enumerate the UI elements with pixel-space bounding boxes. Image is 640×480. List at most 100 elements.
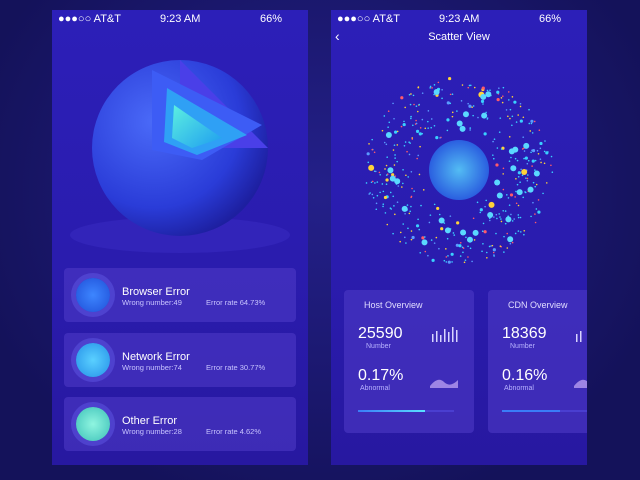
- scatter-dot: [492, 157, 495, 160]
- location-pin[interactable]: [516, 189, 523, 196]
- scatter-dot: [502, 209, 505, 212]
- scatter-dot: [407, 227, 409, 230]
- scatter-dot: [402, 122, 406, 127]
- scatter-dot: [385, 143, 388, 146]
- location-pin[interactable]: [521, 168, 528, 175]
- scatter-dot: [449, 102, 452, 105]
- scatter-dot: [431, 258, 435, 262]
- scatter-dot: [482, 103, 484, 105]
- scatter-dot: [464, 259, 467, 261]
- scatter-dot: [519, 119, 523, 123]
- abnormal-label: Abnormal: [504, 385, 534, 392]
- scatter-dot: [437, 81, 440, 84]
- location-pin[interactable]: [507, 236, 514, 243]
- scatter-dot: [485, 251, 488, 254]
- location-pin[interactable]: [494, 179, 501, 186]
- location-pin[interactable]: [438, 217, 445, 224]
- scatter-dot: [415, 224, 420, 228]
- back-button[interactable]: ‹: [335, 28, 340, 44]
- number: 18369: [502, 325, 547, 342]
- scatter-dot: [430, 126, 432, 129]
- scatter-dot: [502, 188, 505, 191]
- location-pin[interactable]: [389, 175, 396, 182]
- scatter-dot: [504, 210, 507, 212]
- scatter-dot: [514, 157, 517, 160]
- scatter-dot: [519, 231, 522, 233]
- scatter-dot: [433, 203, 436, 206]
- scatter-dot: [492, 140, 494, 143]
- scatter-dot: [537, 210, 541, 214]
- scatter-dot: [471, 106, 473, 108]
- location-pin[interactable]: [472, 229, 479, 236]
- overview-panel[interactable]: Host Overview 25590 Number 0.17% Abnorma…: [344, 290, 474, 433]
- scatter-dot: [429, 85, 432, 88]
- scatter-dot: [447, 260, 451, 264]
- scatter-dot: [433, 93, 435, 96]
- scatter-dot: [481, 230, 484, 233]
- location-pin[interactable]: [444, 227, 451, 234]
- scatter-dot: [465, 236, 467, 239]
- scatter-dot: [526, 179, 529, 182]
- scatter-dot: [485, 111, 487, 114]
- scatter-dot: [486, 256, 488, 259]
- overview-panel[interactable]: CDN Overview 18369 Number 0.16% Abnormal: [488, 290, 587, 433]
- scatter-dot: [435, 136, 439, 140]
- scatter-dot: [419, 127, 422, 129]
- scatter-dot: [443, 222, 446, 224]
- scatter-dot: [521, 148, 524, 150]
- scatter-dot: [409, 103, 412, 106]
- location-pin[interactable]: [462, 111, 469, 118]
- location-pin[interactable]: [385, 132, 392, 139]
- location-pin[interactable]: [505, 216, 512, 223]
- location-pin[interactable]: [485, 91, 492, 98]
- scatter-dot: [539, 158, 542, 161]
- location-pin[interactable]: [433, 89, 440, 96]
- error-card[interactable]: Other Error Wrong number:28 Error rate 4…: [64, 397, 296, 451]
- location-pin[interactable]: [368, 164, 375, 171]
- location-pin[interactable]: [510, 165, 517, 172]
- scatter-dot: [456, 110, 458, 112]
- scatter-dot: [531, 148, 536, 153]
- signal-carrier: ●●●○○ AT&T: [337, 13, 400, 25]
- location-pin[interactable]: [496, 192, 503, 199]
- scatter-dot: [445, 261, 448, 263]
- location-pin[interactable]: [459, 125, 466, 132]
- scatter-dot: [429, 214, 432, 216]
- location-pin[interactable]: [387, 167, 394, 174]
- scatter-dot: [504, 222, 507, 225]
- location-pin[interactable]: [394, 178, 401, 185]
- location-pin[interactable]: [488, 201, 495, 208]
- scatter-dot: [376, 194, 379, 197]
- scatter-dot: [510, 213, 512, 216]
- location-pin[interactable]: [481, 112, 488, 119]
- location-pin[interactable]: [480, 93, 487, 100]
- scatter-dot: [532, 181, 535, 184]
- scatter-dot: [416, 157, 418, 160]
- scatter-dot: [393, 117, 395, 120]
- location-pin[interactable]: [508, 148, 515, 155]
- scatter-dot: [544, 140, 546, 142]
- location-pin[interactable]: [527, 186, 534, 193]
- location-pin[interactable]: [460, 229, 467, 236]
- location-pin[interactable]: [421, 239, 428, 246]
- icon: [76, 407, 110, 441]
- scatter-dot: [502, 95, 504, 97]
- scatter-dot: [535, 183, 538, 186]
- card-title: Browser Error: [122, 286, 190, 298]
- error-card[interactable]: Browser Error Wrong number:49 Error rate…: [64, 268, 296, 322]
- location-pin[interactable]: [523, 142, 530, 149]
- scatter-dot: [369, 192, 371, 194]
- location-pin[interactable]: [456, 120, 463, 127]
- scatter-dot: [443, 259, 446, 262]
- error-card[interactable]: Network Error Wrong number:74 Error rate…: [64, 333, 296, 387]
- scatter-dot: [488, 245, 491, 248]
- location-pin[interactable]: [533, 170, 540, 177]
- scatter-dot: [413, 103, 415, 106]
- scatter-dot: [499, 245, 502, 247]
- scatter-dot: [473, 86, 476, 89]
- scatter-dot: [375, 170, 377, 173]
- location-pin[interactable]: [487, 211, 494, 218]
- location-pin[interactable]: [466, 236, 473, 243]
- location-pin[interactable]: [401, 205, 408, 212]
